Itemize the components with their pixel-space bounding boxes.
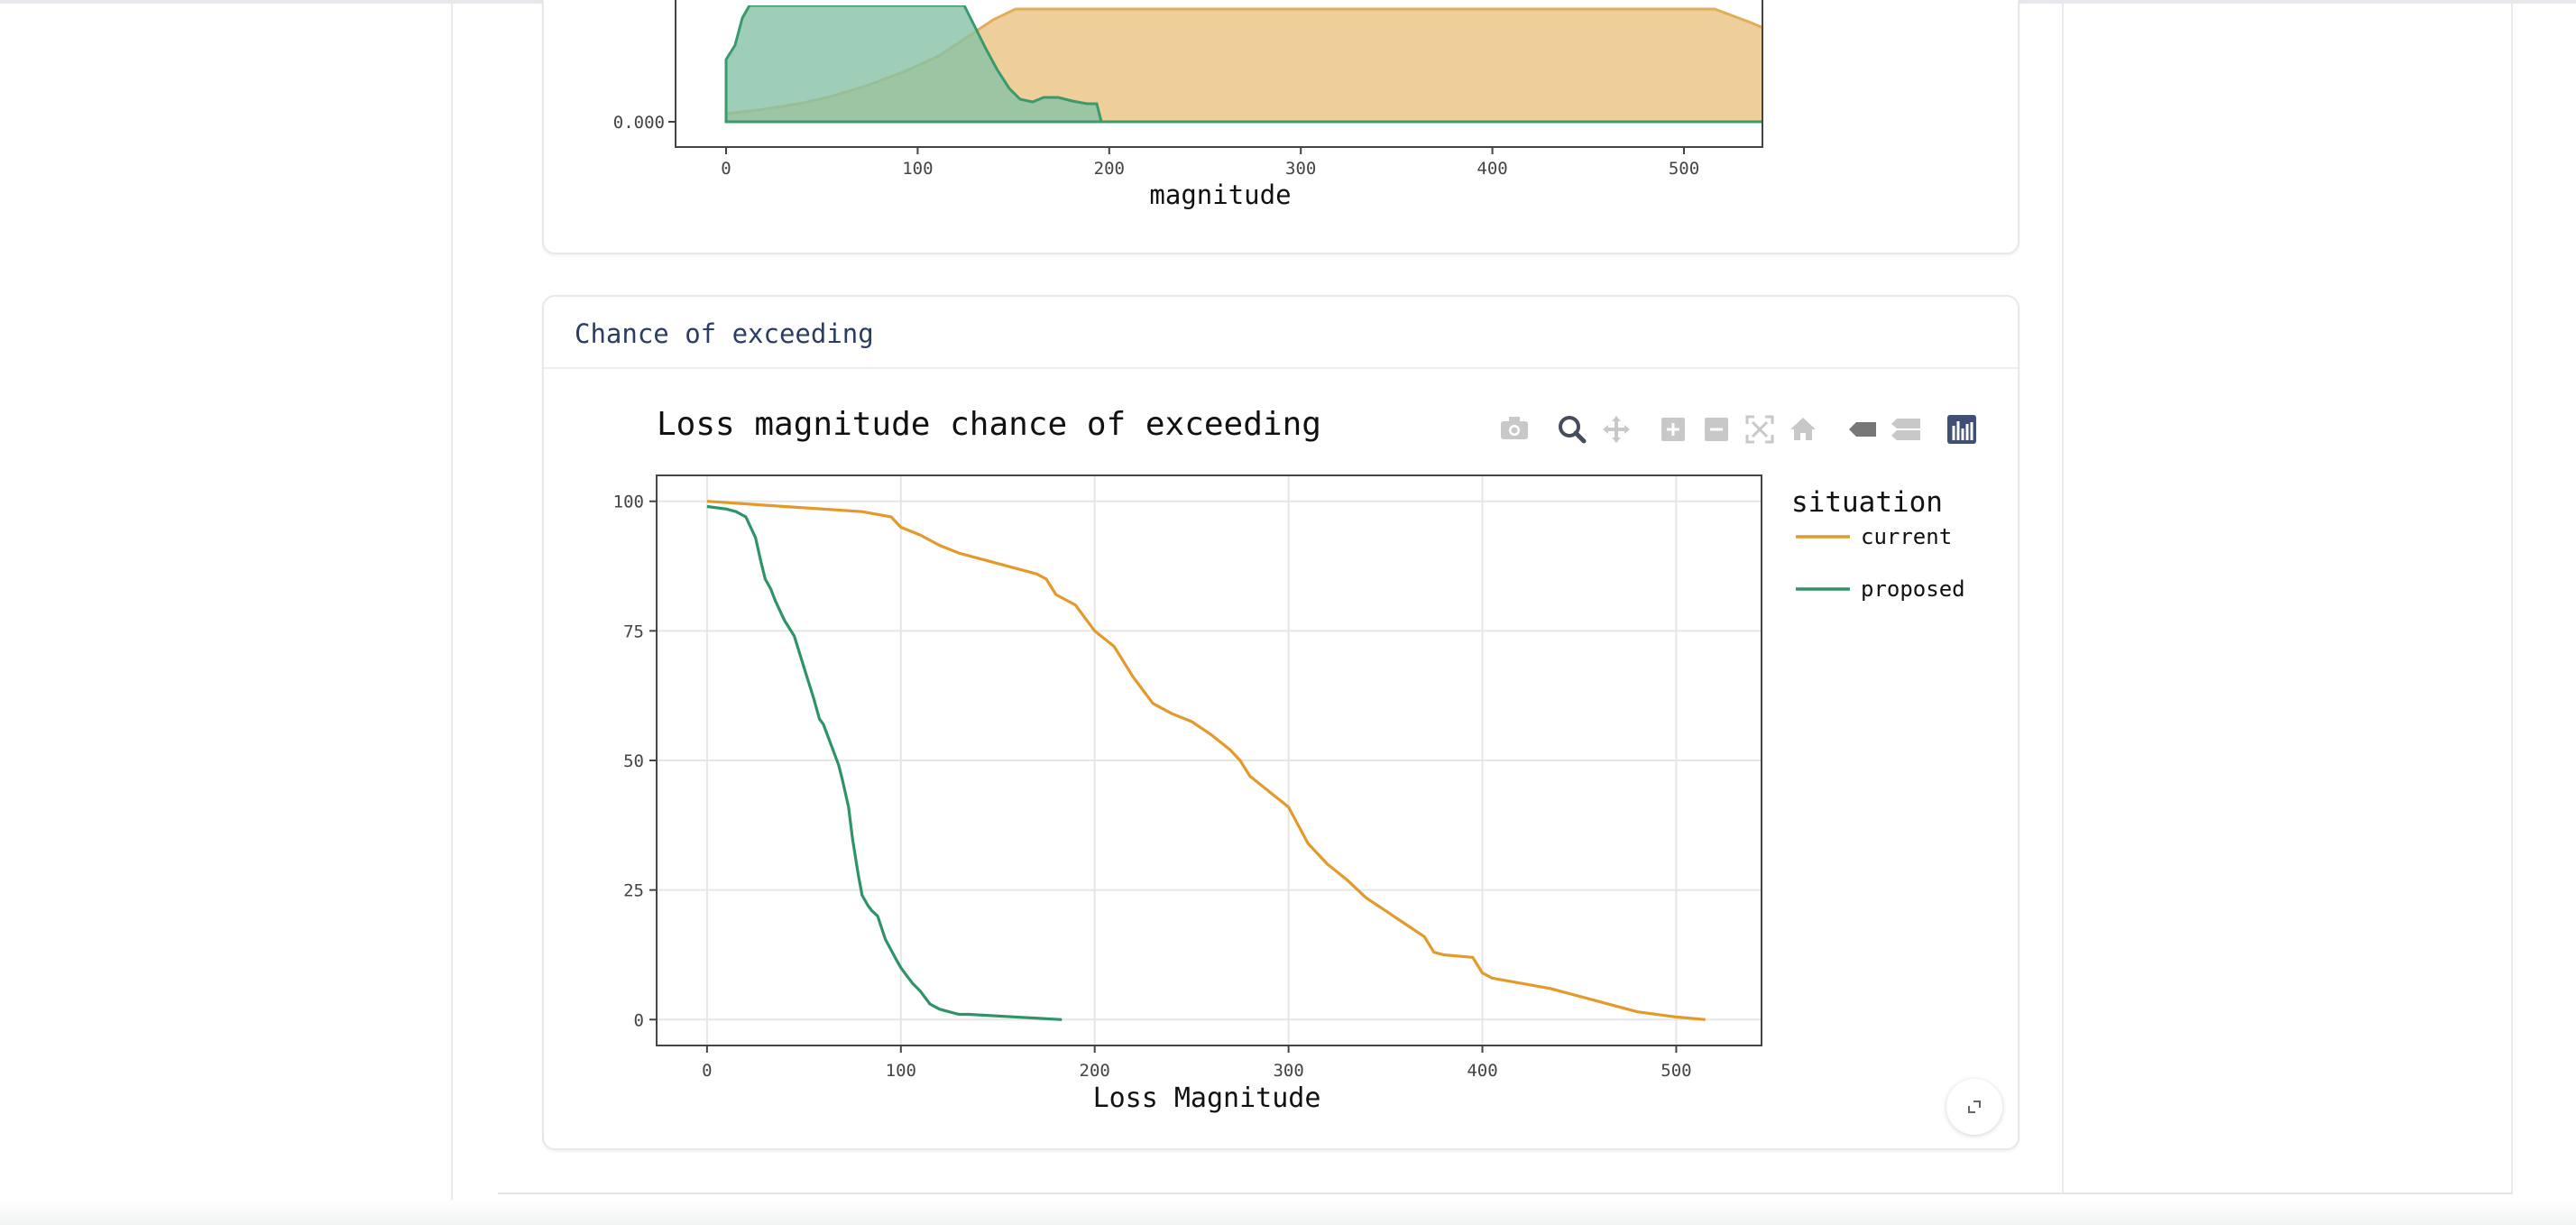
card-title: Chance of exceeding — [575, 318, 874, 349]
x-tick-label: 200 — [1080, 1061, 1110, 1081]
plot-gridlines — [657, 475, 1762, 1045]
y-tick-label: 25 — [623, 881, 644, 901]
zoom-in-icon[interactable] — [1661, 418, 1685, 441]
x-tick-label: 300 — [1273, 1061, 1303, 1081]
legend-label: current — [1861, 524, 1952, 549]
legend: current proposed — [1796, 524, 1965, 602]
camera-icon[interactable] — [1501, 417, 1528, 439]
density-plot-frame — [675, 0, 1763, 148]
x-tick-label: 400 — [1467, 1061, 1497, 1081]
density-x-ticks: 0 100 200 300 400 500 — [721, 147, 1699, 179]
legend-title: situation — [1791, 486, 1943, 519]
x-axis-ticks: 0 100 200 300 400 500 — [702, 1045, 1692, 1081]
layout-divider-far-right — [2511, 0, 2513, 1193]
density-chart-card: 0.000 0 100 200 300 400 500 magnitude — [542, 0, 2019, 254]
legend-item-proposed[interactable]: proposed — [1796, 576, 1965, 602]
proposed-density-area — [724, 5, 1103, 124]
autoscale-icon[interactable] — [1745, 415, 1774, 444]
y-tick-label: 75 — [623, 622, 644, 641]
density-chart: 0.000 0 100 200 300 400 500 magnitude — [613, 0, 1763, 210]
density-x-tick-label: 100 — [902, 159, 933, 179]
card-header: Chance of exceeding — [544, 297, 2018, 369]
x-tick-label: 0 — [702, 1061, 712, 1081]
y-tick-label: 50 — [623, 751, 644, 771]
density-x-axis-label: magnitude — [1149, 180, 1291, 210]
density-y-tick-label: 0.000 — [613, 113, 665, 133]
series-line-current — [706, 500, 1706, 1021]
zoom-icon[interactable] — [1559, 416, 1587, 444]
content-bottom-border — [498, 1193, 2513, 1194]
y-tick-label: 100 — [613, 493, 644, 512]
density-x-tick-label: 200 — [1094, 159, 1125, 179]
footer-shadow — [0, 1200, 2576, 1225]
exceed-chart: Loss magnitude chance of exceeding 0 25 50… — [613, 406, 1976, 1114]
x-axis-title: Loss Magnitude — [1093, 1082, 1321, 1114]
legend-label: proposed — [1861, 576, 1965, 602]
series-lines — [706, 500, 1706, 1021]
x-tick-label: 100 — [886, 1061, 916, 1081]
plotly-logo-icon[interactable] — [1947, 415, 1976, 444]
density-x-tick-label: 300 — [1285, 159, 1316, 179]
chart-title: Loss magnitude chance of exceeding — [657, 406, 1321, 443]
plotly-modebar — [1501, 415, 1976, 444]
y-tick-label: 0 — [634, 1010, 644, 1030]
x-tick-label: 500 — [1661, 1061, 1691, 1081]
legend-item-current[interactable]: current — [1796, 524, 1952, 549]
hover-closest-icon[interactable] — [1849, 422, 1876, 437]
layout-divider-left — [451, 0, 453, 1225]
density-x-tick-label: 400 — [1477, 159, 1507, 179]
density-x-tick-label: 500 — [1669, 159, 1699, 179]
series-line-proposed — [706, 504, 1063, 1021]
layout-divider-right — [2062, 0, 2064, 1193]
expand-icon — [1968, 1101, 1981, 1113]
reset-axes-icon[interactable] — [1790, 418, 1816, 440]
y-axis-ticks: 0 25 50 75 100 — [613, 493, 657, 1030]
zoom-out-icon[interactable] — [1705, 418, 1728, 441]
density-x-tick-label: 0 — [721, 159, 731, 179]
hover-compare-icon[interactable] — [1891, 419, 1920, 440]
pan-icon[interactable] — [1603, 416, 1630, 443]
expand-button[interactable] — [1946, 1079, 2002, 1135]
exceed-chart-card: Chance of exceeding Loss magnitude chanc… — [542, 295, 2019, 1150]
